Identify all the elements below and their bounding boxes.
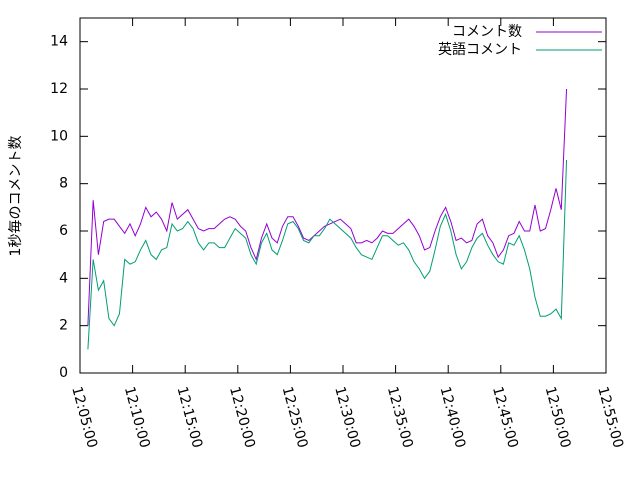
y-axis-label: 1秒毎のコメント数 [8,136,24,257]
y-tick-label: 12 [50,81,68,97]
y-tick-label: 0 [59,365,68,381]
legend-label: 英語コメント [438,41,522,58]
data-line [87,88,568,326]
y-tick-label: 14 [50,34,68,50]
y-tick-label: 8 [59,176,68,192]
y-tick-label: 6 [59,223,68,239]
y-tick-label: 2 [59,318,68,334]
y-tick-label: 4 [59,270,68,286]
y-tick-label: 10 [50,128,68,144]
data-line [87,159,568,350]
legend-label: コメント数 [452,24,522,40]
